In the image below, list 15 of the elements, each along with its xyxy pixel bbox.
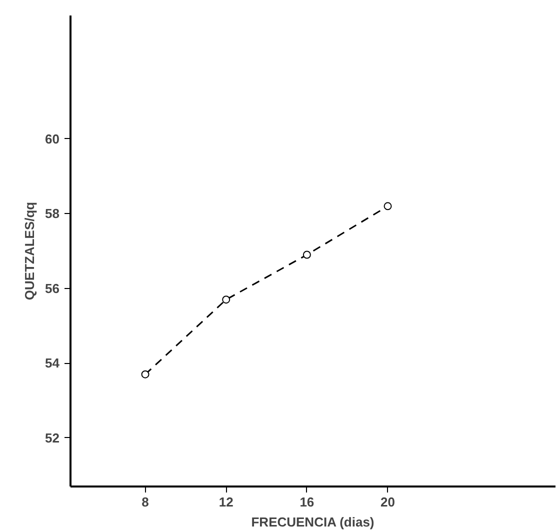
- x-tick-label: 20: [380, 494, 396, 510]
- point: [141, 370, 150, 378]
- y-tick-label: 56: [45, 280, 60, 296]
- x-axis-title: FRECUENCIA (dias): [251, 514, 374, 530]
- point: [384, 202, 392, 210]
- y-tick-label: 54: [45, 356, 60, 371]
- y-tick-label: 60: [45, 131, 60, 146]
- x-tick-label: 12: [218, 494, 234, 510]
- y-tick-label: 58: [45, 206, 60, 222]
- point: [222, 296, 230, 304]
- x-tick-label: 8: [142, 494, 149, 510]
- x-tick-label: 16: [300, 494, 314, 510]
- y-tick-label: 52: [45, 430, 60, 446]
- y-axis-title: QUETZALES/qq: [22, 202, 38, 300]
- point: [302, 250, 311, 259]
